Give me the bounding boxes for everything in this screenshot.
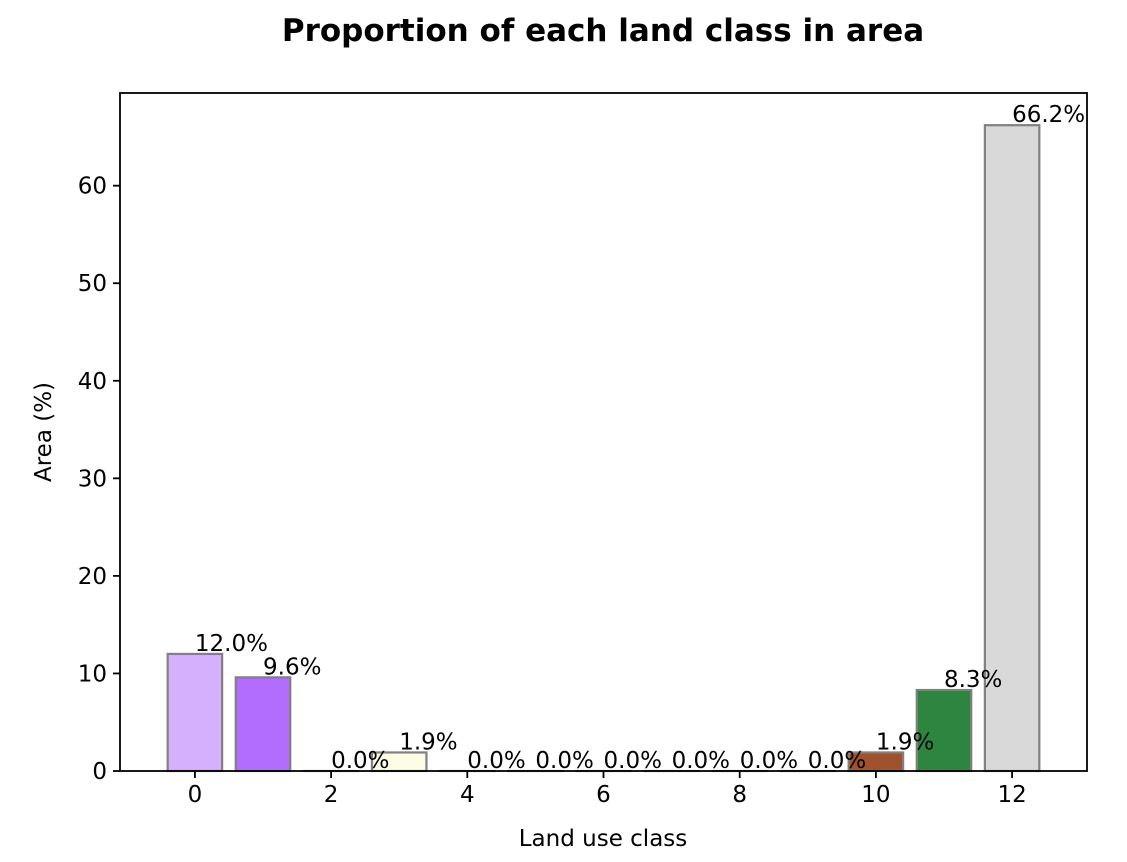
y-tick-label: 20 [78, 564, 107, 590]
data-label-class-11: 8.3% [944, 667, 1002, 693]
x-tick-label: 2 [324, 782, 339, 808]
y-tick-label: 10 [78, 661, 107, 687]
x-tick-label: 12 [997, 782, 1026, 808]
y-tick-label: 40 [78, 369, 107, 395]
data-label-class-10: 1.9% [876, 729, 934, 755]
data-label-class-3: 1.9% [399, 729, 457, 755]
x-tick-label: 0 [188, 782, 203, 808]
y-tick-label: 50 [78, 271, 107, 297]
data-labels-layer: 12.0%9.6% 0.0% 1.9% 0.0% 0.0% 0.0% 0.0% 0.0% 0.0… [195, 102, 1085, 774]
data-label-class-5: 0.0% [535, 748, 593, 774]
data-label-class-8: 0.0% [740, 748, 798, 774]
bar-class-0 [166, 652, 224, 773]
bar-class-1 [234, 676, 292, 773]
x-tick-label: 6 [596, 782, 611, 808]
x-tick-label: 10 [861, 782, 890, 808]
data-label-class-7: 0.0% [672, 748, 730, 774]
data-label-class-9: 0.0% [808, 748, 866, 774]
y-tick-label: 0 [92, 759, 107, 785]
data-label-class-1: 9.6% [263, 654, 321, 680]
x-axis-label: Land use class [519, 826, 688, 852]
bar-class-12 [983, 124, 1041, 773]
data-label-class-2: 0.0% [331, 748, 389, 774]
y-tick-label: 60 [78, 174, 107, 200]
data-label-class-4: 0.0% [467, 748, 525, 774]
y-tick-label: 30 [78, 466, 107, 492]
chart-title: Proportion of each land class in area [282, 13, 924, 49]
y-axis-label: Area (%) [31, 382, 57, 482]
data-label-class-6: 0.0% [604, 748, 662, 774]
ticks-layer: 0 2 4 6 8 10 12 0 10 20 30 40 50 60 [78, 174, 1027, 808]
data-label-class-0: 12.0% [195, 631, 268, 657]
x-tick-label: 4 [460, 782, 475, 808]
x-tick-label: 8 [732, 782, 747, 808]
data-label-class-12: 66.2% [1012, 102, 1085, 128]
